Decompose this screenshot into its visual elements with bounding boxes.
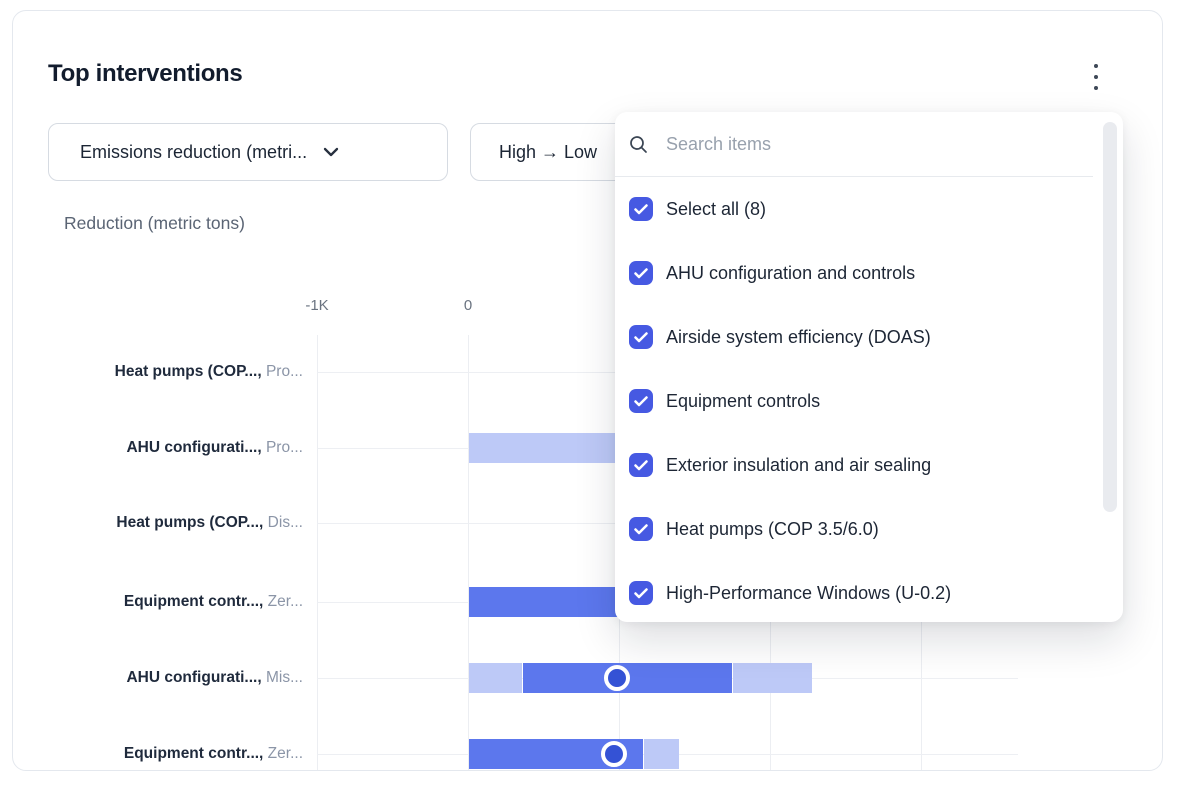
dropdown-item[interactable]: High-Performance Windows (U-0.2) [615, 561, 1093, 625]
bar-segment-light[interactable] [644, 739, 680, 769]
y-axis-label-scenario: Mis... [261, 669, 303, 686]
dropdown-item-list: Select all (8) AHU configuration and con… [615, 177, 1093, 625]
checkbox-checked-icon[interactable] [629, 389, 653, 413]
y-axis-label-scenario: Zer... [263, 593, 303, 610]
bar-segment-light[interactable] [733, 663, 813, 693]
sort-select-value: High → Low [499, 141, 598, 162]
y-axis-label-intervention: Heat pumps (COP..., [116, 514, 264, 531]
y-axis-label: Equipment contr..., Zer... [124, 593, 303, 611]
dropdown-item-label: Heat pumps (COP 3.5/6.0) [666, 518, 879, 539]
vertical-gridline [468, 335, 469, 770]
dropdown-item[interactable]: AHU configuration and controls [615, 241, 1093, 305]
y-axis-label: Heat pumps (COP..., Dis... [116, 514, 303, 532]
chevron-down-icon [321, 142, 341, 162]
y-axis-label-intervention: Equipment contr..., [123, 745, 264, 762]
search-icon [629, 135, 648, 154]
vertical-gridline [317, 335, 318, 770]
dropdown-item-label: Equipment controls [666, 390, 821, 411]
y-axis-label-scenario: Pro... [261, 363, 303, 380]
y-axis-label-scenario: Zer... [263, 745, 303, 762]
y-axis-label-scenario: Pro... [261, 439, 303, 456]
dropdown-item-label: High-Performance Windows (U-0.2) [666, 582, 952, 603]
median-marker[interactable] [601, 741, 628, 767]
items-dropdown-panel: Select all (8) AHU configuration and con… [615, 112, 1123, 622]
dropdown-item-label: Exterior insulation and air sealing [666, 454, 932, 475]
x-axis-tick-label: 0 [463, 297, 473, 314]
bar-segment-light[interactable] [469, 663, 523, 693]
kebab-menu-button[interactable] [1086, 61, 1106, 93]
dropdown-item-label: AHU configuration and controls [666, 262, 916, 283]
median-marker[interactable] [604, 665, 631, 691]
checkbox-checked-icon[interactable] [629, 197, 653, 221]
y-axis-label-intervention: AHU configurati..., [126, 669, 262, 686]
checkbox-checked-icon[interactable] [629, 453, 653, 477]
chart-axis-title: Reduction (metric tons) [64, 213, 245, 233]
checkbox-checked-icon[interactable] [629, 517, 653, 541]
dropdown-item[interactable]: Equipment controls [615, 369, 1093, 433]
scrollbar-thumb[interactable] [1103, 122, 1117, 512]
dropdown-item-select-all[interactable]: Select all (8) [615, 177, 1093, 241]
y-axis-label-intervention: Heat pumps (COP..., [114, 363, 262, 380]
x-axis-tick-label: -1K [305, 297, 329, 314]
y-axis-label: AHU configurati..., Pro... [126, 439, 303, 457]
divider [615, 176, 1093, 177]
dropdown-item[interactable]: Heat pumps (COP 3.5/6.0) [615, 497, 1093, 561]
kebab-vertical-icon [1094, 75, 1098, 79]
checkbox-checked-icon[interactable] [629, 581, 653, 605]
y-axis-label-intervention: AHU configurati..., [126, 439, 262, 456]
y-axis-label: Equipment contr..., Zer... [124, 745, 303, 763]
dropdown-item[interactable]: Exterior insulation and air sealing [615, 433, 1093, 497]
checkbox-checked-icon[interactable] [629, 261, 653, 285]
y-axis-label-intervention: Equipment contr..., [123, 593, 264, 610]
y-axis-label-scenario: Dis... [263, 514, 303, 531]
y-axis-label: AHU configurati..., Mis... [126, 669, 303, 687]
dropdown-item-label: Airside system efficiency (DOAS) [666, 326, 931, 347]
dropdown-item-label: Select all (8) [666, 198, 767, 219]
dropdown-search-row [615, 112, 1123, 176]
kebab-vertical-icon [1094, 64, 1098, 68]
y-axis-label: Heat pumps (COP..., Pro... [115, 363, 303, 381]
page-title: Top interventions [48, 60, 243, 87]
metric-select[interactable]: Emissions reduction (metri... [48, 123, 448, 181]
checkbox-checked-icon[interactable] [629, 325, 653, 349]
search-input[interactable] [664, 132, 1103, 156]
metric-select-value: Emissions reduction (metri... [80, 141, 308, 162]
kebab-vertical-icon [1094, 86, 1098, 90]
dropdown-item[interactable]: Airside system efficiency (DOAS) [615, 305, 1093, 369]
